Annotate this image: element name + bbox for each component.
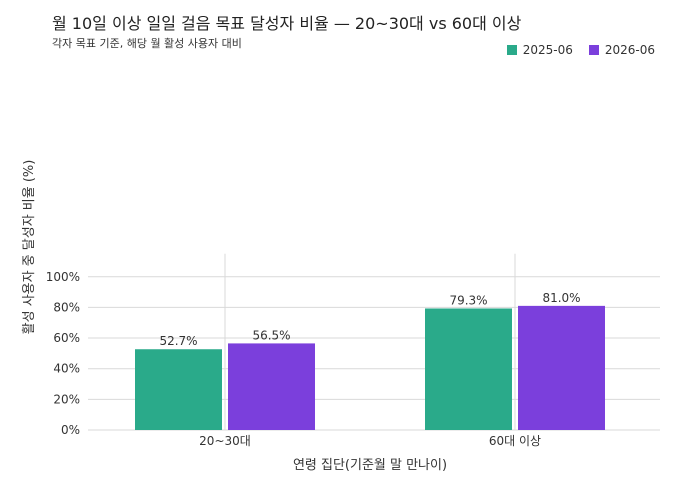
y-tick-label-5: 100% [46,270,80,284]
x-axis-label: 연령 집단(기준월 말 만나이) [293,458,447,473]
legend-swatch-series-1 [506,45,517,55]
legend-label-series-2: 2026-06 [604,43,655,57]
data-label-2-1: 56.5% [252,328,290,342]
bar-2-2 [518,305,605,430]
bar-2-1 [228,343,315,430]
bar-1-1 [135,349,222,430]
data-label-1-2: 79.3% [449,293,487,307]
bars [135,305,605,430]
data-label-2-2: 81.0% [542,291,580,305]
y-tick-label-3: 60% [53,331,80,345]
y-tick-label-1: 20% [53,392,80,406]
y-tick-label-0: 0% [61,423,80,437]
x-ticks: 20~30대 60대 이상 [199,434,541,448]
legend-label-series-1: 2025-06 [522,43,573,57]
legend: 2025-06 2026-06 [506,43,655,57]
x-tick-label-1: 60대 이상 [489,434,541,448]
legend-item-series-1: 2025-06 [506,43,573,57]
chart-title: 월 10일 이상 일일 걸음 목표 달성자 비율 — 20~30대 vs 60대… [52,14,522,33]
y-axis-label: 활성 사용자 중 달성자 비율 (%) [22,160,37,335]
y-tick-label-2: 40% [53,362,80,376]
y-ticks: 0% 20% 40% 60% 80% 100% [46,270,80,437]
data-labels: 52.7% 79.3% 56.5% 81.0% [159,291,580,348]
legend-swatch-series-2 [588,45,599,55]
y-tick-label-4: 80% [53,300,80,314]
data-label-1-1: 52.7% [159,334,197,348]
x-tick-label-0: 20~30대 [199,434,251,448]
legend-item-series-2: 2026-06 [588,43,655,57]
chart-subtitle: 각자 목표 기준, 해당 월 활성 사용자 대비 [52,37,242,50]
bar-1-2 [425,308,512,430]
